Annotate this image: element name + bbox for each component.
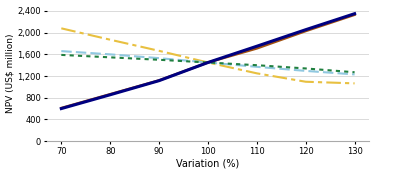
X-axis label: Variation (%): Variation (%) — [176, 158, 240, 168]
Y-axis label: NPV (US$ million): NPV (US$ million) — [6, 34, 14, 113]
